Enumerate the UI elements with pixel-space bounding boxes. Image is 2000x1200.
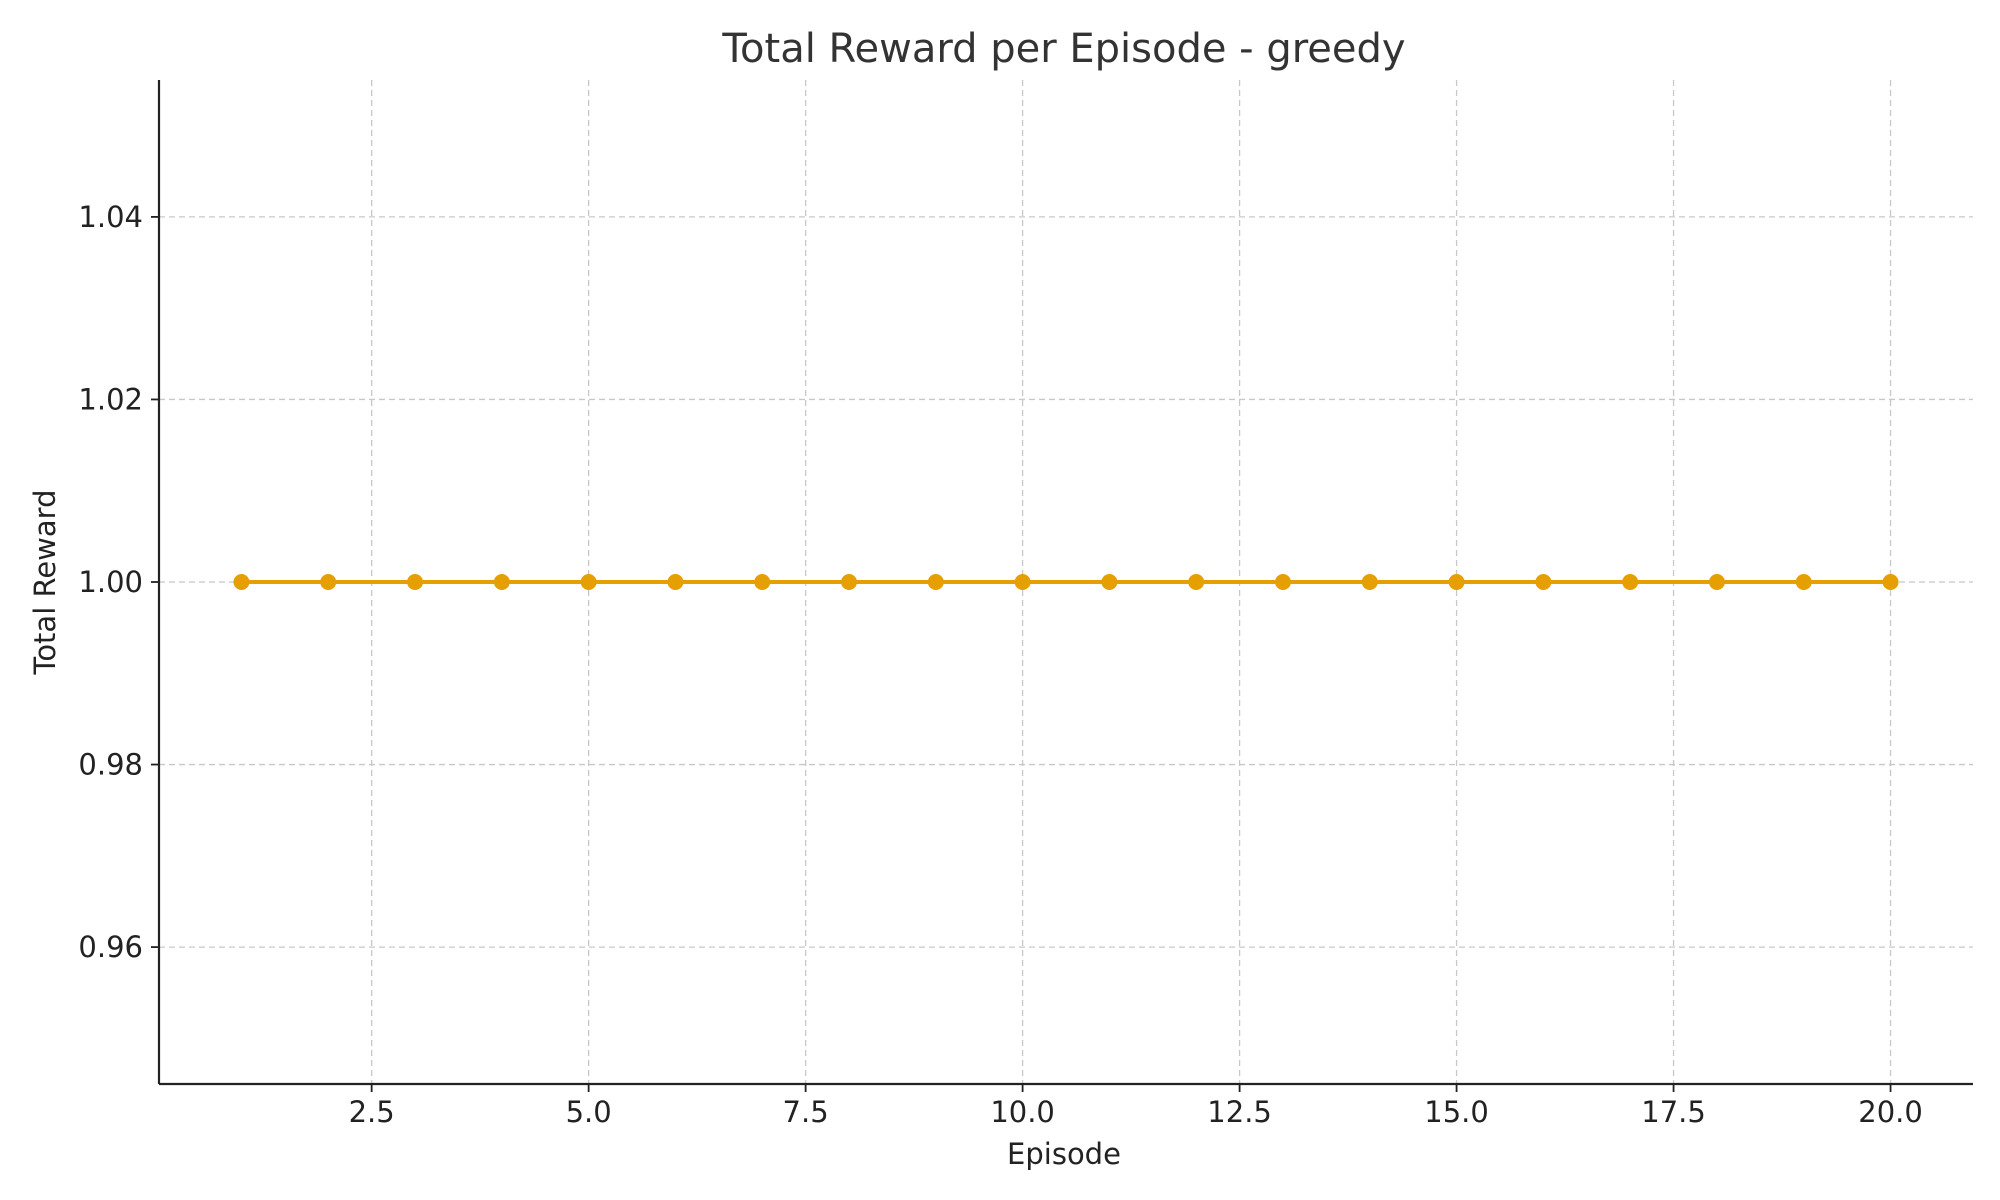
y-tick-label: 1.00	[78, 565, 143, 599]
y-tick-label: 0.96	[78, 930, 143, 964]
x-tick-label: 7.5	[783, 1095, 829, 1129]
x-axis-label: Episode	[1007, 1137, 1121, 1171]
data-point	[1448, 574, 1465, 590]
y-tick-label: 1.02	[78, 382, 143, 416]
y-tick-label: 1.04	[78, 200, 143, 234]
y-ticks: 0.96 0.98 1.00 1.02 1.04	[78, 200, 159, 964]
x-tick-label: 15.0	[1424, 1095, 1489, 1129]
x-tick-label: 20.0	[1858, 1095, 1923, 1129]
data-point	[1708, 574, 1725, 590]
data-point	[1882, 574, 1899, 590]
data-point	[233, 574, 250, 590]
data-point	[407, 574, 424, 590]
data-point	[1535, 574, 1552, 590]
series-layer	[233, 574, 1899, 590]
data-point	[1014, 574, 1031, 590]
x-tick-label: 12.5	[1207, 1095, 1272, 1129]
x-tick-label: 10.0	[990, 1095, 1055, 1129]
x-tick-label: 5.0	[566, 1095, 612, 1129]
data-point	[927, 574, 944, 590]
data-point	[667, 574, 684, 590]
data-point	[1795, 574, 1812, 590]
data-point	[493, 574, 510, 590]
y-tick-label: 0.98	[78, 748, 143, 782]
x-ticks: 2.5 5.0 7.5 10.0 12.5 15.0 17.5 20.0	[349, 1084, 1923, 1129]
data-point	[1274, 574, 1291, 590]
x-tick-label: 17.5	[1641, 1095, 1706, 1129]
y-axis-label: Total Reward	[28, 490, 62, 676]
data-point	[320, 574, 337, 590]
chart-title: Total Reward per Episode - greedy	[721, 26, 1405, 72]
data-point	[754, 574, 771, 590]
x-tick-label: 2.5	[349, 1095, 395, 1129]
data-point	[1361, 574, 1378, 590]
data-point	[1622, 574, 1639, 590]
data-point	[1188, 574, 1205, 590]
data-point	[1101, 574, 1118, 590]
data-point	[580, 574, 597, 590]
data-point	[841, 574, 858, 590]
